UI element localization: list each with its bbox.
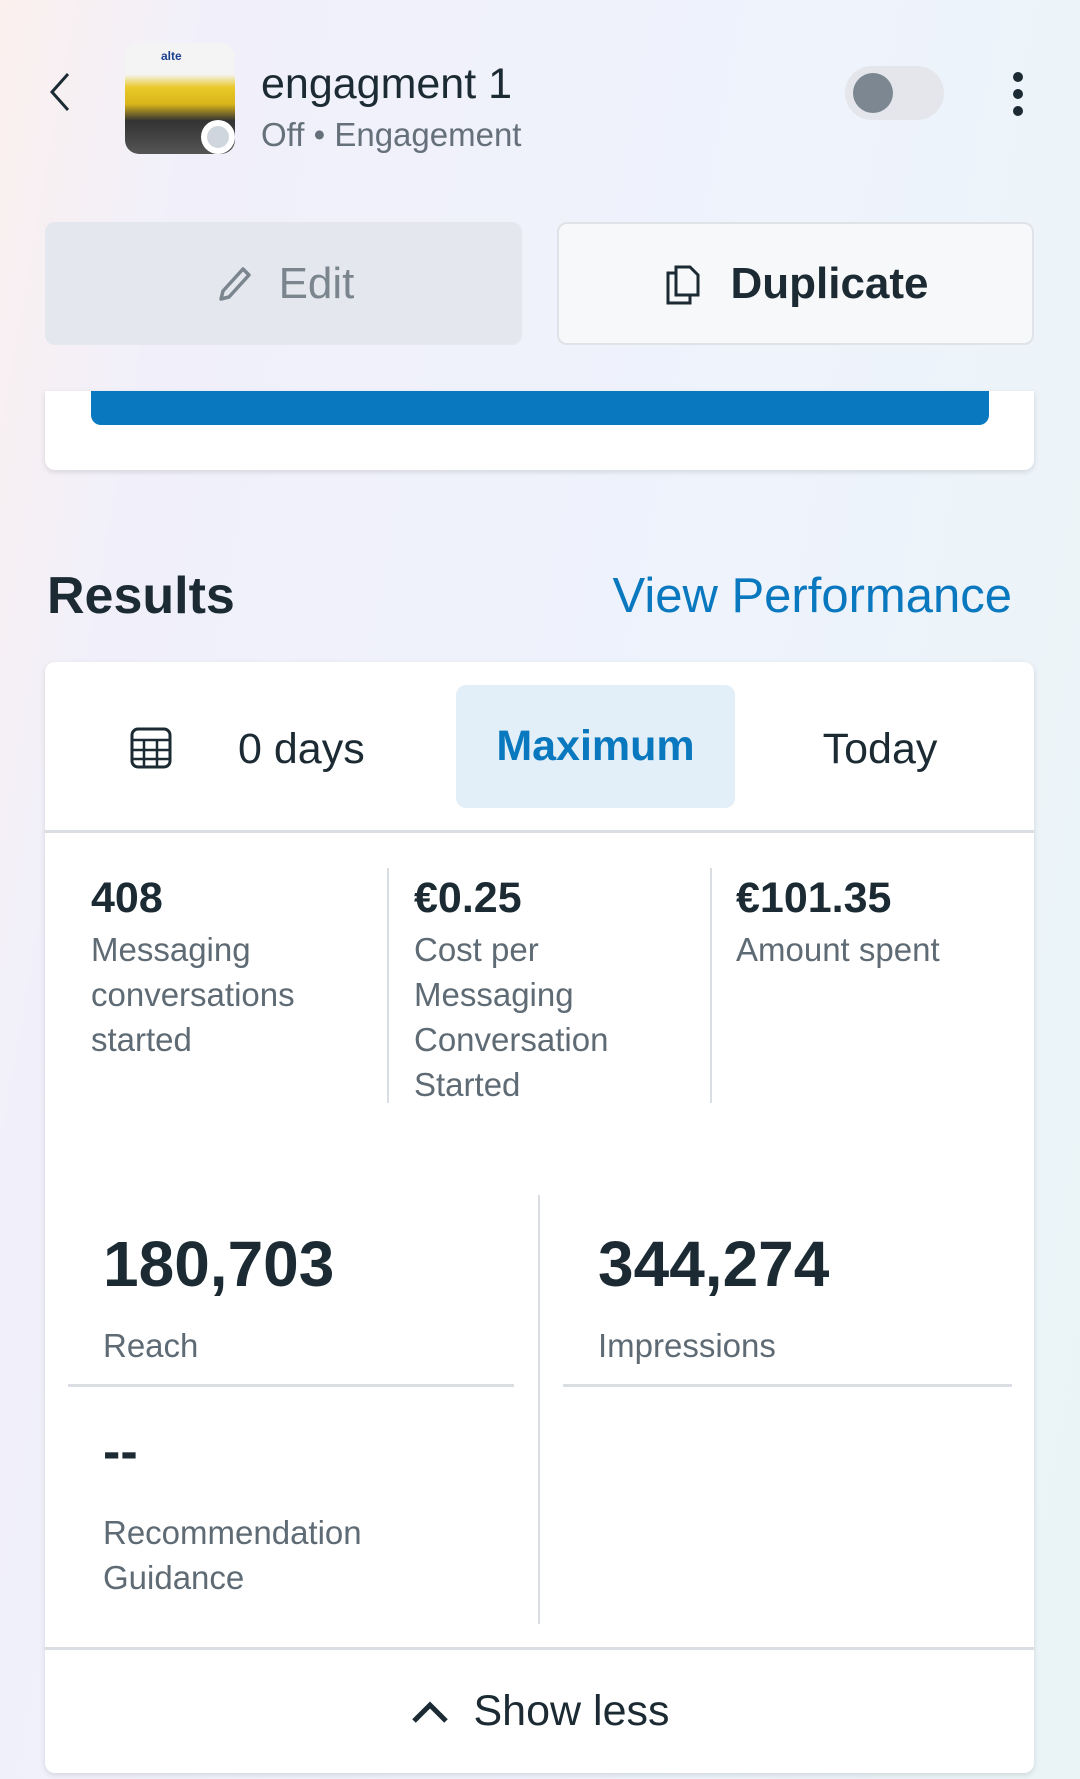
- tab-maximum[interactable]: Maximum: [456, 685, 735, 808]
- metric-messaging-conversations: 408 Messaging conversations started: [91, 874, 295, 1058]
- divider: [45, 830, 1034, 833]
- status-dot: [201, 120, 235, 154]
- results-card: 0 days Maximum Today 408 Messaging conve…: [45, 662, 1034, 1773]
- calendar-icon: [130, 727, 172, 769]
- copy-icon: [666, 265, 700, 304]
- ad-thumbnail: alte: [125, 43, 235, 154]
- metric-reach: 180,703 Reach: [103, 1228, 335, 1364]
- more-options-button[interactable]: [1008, 70, 1028, 118]
- partial-card: [45, 391, 1034, 470]
- primary-action-bar[interactable]: [91, 391, 989, 425]
- chevron-left-icon: [49, 73, 70, 111]
- calendar-button[interactable]: [129, 726, 173, 775]
- divider: [563, 1384, 1012, 1387]
- divider: [68, 1384, 514, 1387]
- view-performance-link[interactable]: View Performance: [612, 569, 1012, 623]
- more-vertical-icon: [1013, 72, 1023, 116]
- divider: [387, 868, 389, 1103]
- metric-impressions: 344,274 Impressions: [598, 1228, 830, 1364]
- edit-button[interactable]: Edit: [45, 222, 522, 345]
- back-button[interactable]: [44, 70, 74, 114]
- metric-cost-per-conversation: €0.25 Cost per Messaging Conversation St…: [414, 874, 609, 1103]
- duplicate-button[interactable]: Duplicate: [557, 222, 1034, 345]
- divider: [538, 1195, 540, 1624]
- divider: [710, 868, 712, 1103]
- show-less-button[interactable]: Show less: [45, 1650, 1034, 1773]
- ad-toggle[interactable]: [845, 66, 944, 120]
- metric-amount-spent: €101.35 Amount spent: [736, 874, 940, 968]
- tab-today[interactable]: Today: [822, 725, 938, 773]
- tab-custom-range[interactable]: 0 days: [238, 725, 365, 773]
- metric-recommendation-guidance: -- Recommendation Guidance: [103, 1423, 362, 1596]
- results-heading: Results: [47, 567, 235, 625]
- divider: [45, 1647, 1034, 1650]
- ad-subtitle: Off • Engagement: [261, 116, 522, 153]
- pencil-icon: [218, 266, 251, 301]
- chevron-up-icon: [411, 1700, 448, 1723]
- toggle-knob: [853, 73, 893, 113]
- ad-title: engagment 1: [261, 60, 513, 108]
